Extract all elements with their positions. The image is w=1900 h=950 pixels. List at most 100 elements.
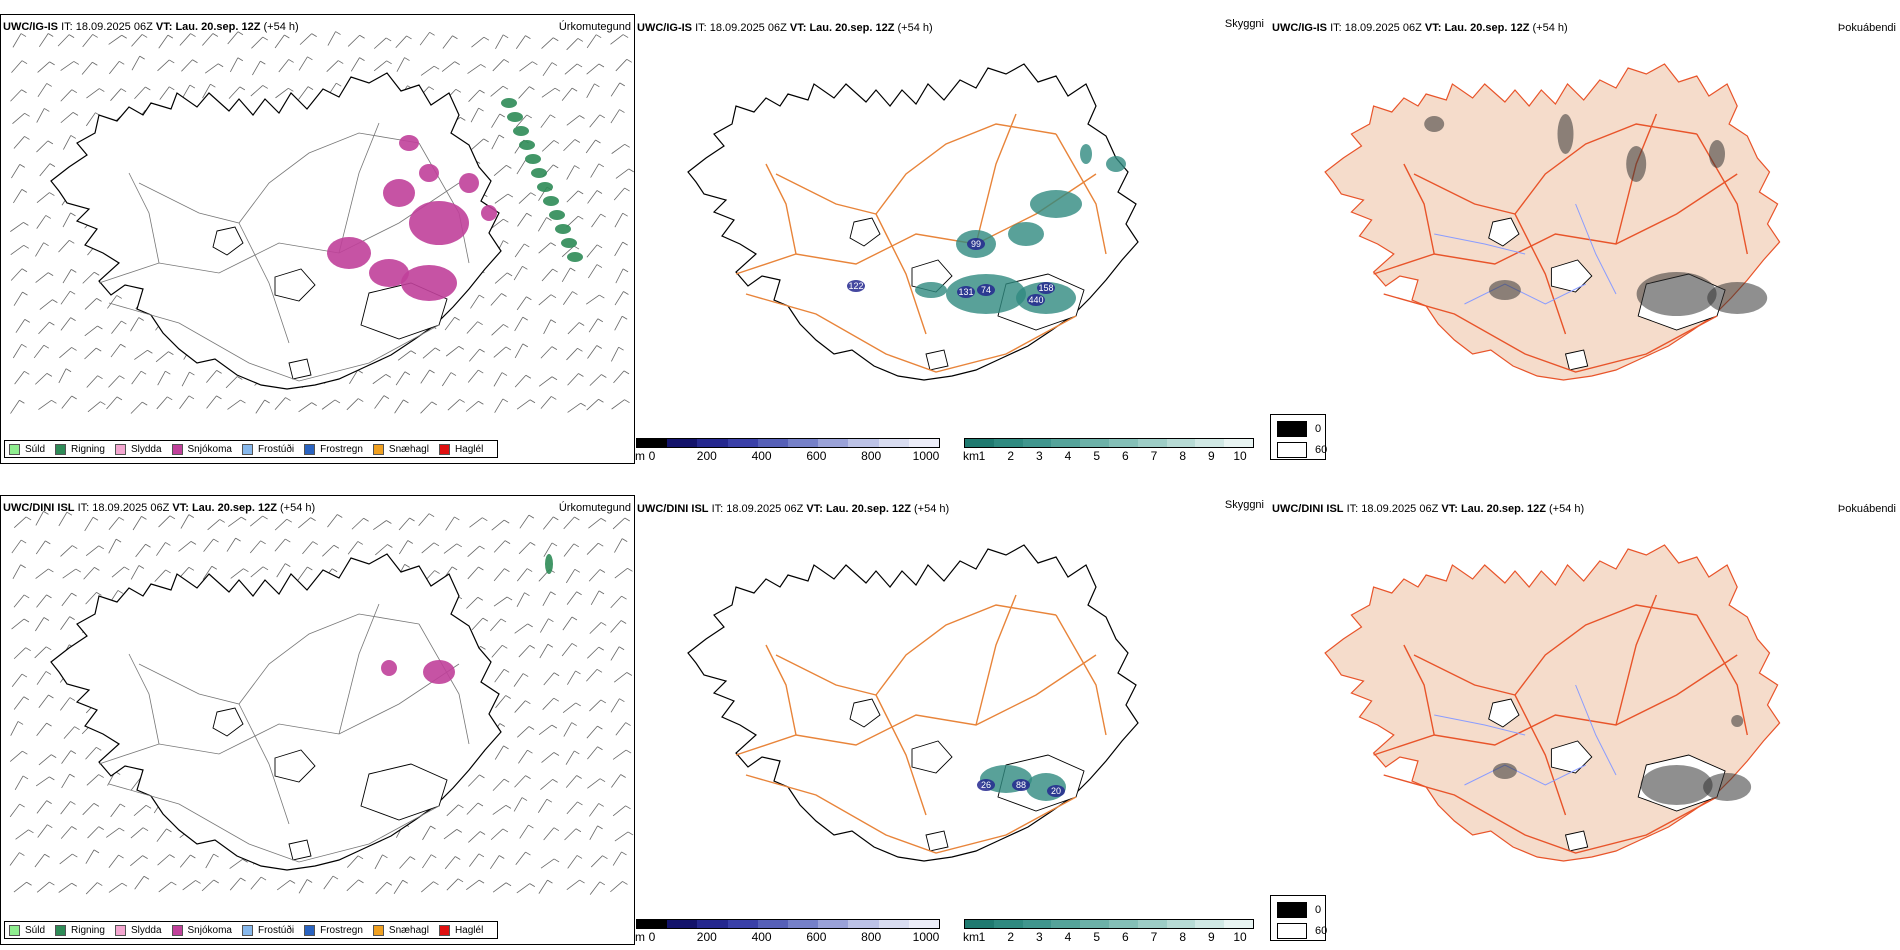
- road-line: [875, 694, 927, 816]
- wind-barb: [59, 347, 72, 359]
- shade-legend-item: 0: [1277, 902, 1321, 918]
- wind-barb: [495, 695, 507, 709]
- glacier-outline: [274, 268, 316, 302]
- wind-barb-flag: [262, 515, 268, 520]
- precip-map-bottom: [9, 511, 634, 895]
- wind-barb-flag: [598, 163, 605, 168]
- wind-barb: [14, 775, 24, 791]
- glacier-outline: [1488, 698, 1520, 728]
- wind-barb-flag: [459, 399, 465, 403]
- road-line: [745, 293, 1077, 373]
- glacier-outline: [1488, 217, 1520, 247]
- snow-area: [481, 205, 497, 221]
- wind-barb: [612, 805, 626, 817]
- wind-barb-flag: [626, 672, 633, 676]
- height-marker: [977, 779, 995, 791]
- wind-barb: [587, 345, 598, 359]
- wind-barb-flag: [553, 140, 560, 144]
- wind-barb-flag: [46, 373, 53, 377]
- colorbar-tick: 5: [1093, 930, 1100, 944]
- wind-barb-flag: [237, 376, 243, 380]
- wind-barb: [206, 395, 217, 409]
- legend-swatch: [241, 924, 253, 936]
- wind-barb-flag: [553, 516, 559, 521]
- wind-barb-flag: [571, 643, 578, 647]
- wind-barb-flag: [597, 746, 603, 751]
- river-line: [1575, 684, 1617, 776]
- wind-barb-flag: [337, 514, 343, 518]
- wind-barb: [441, 372, 452, 387]
- fog-index-area: [1488, 280, 1521, 300]
- wind-barb: [38, 754, 52, 766]
- wind-barb-flag: [28, 829, 34, 834]
- colorbar-segment: [757, 439, 789, 447]
- legend-item: Snjókoma: [171, 443, 232, 455]
- wind-barb-flag: [23, 222, 29, 226]
- wind-barb-flag: [285, 538, 291, 543]
- wind-barb-flag: [47, 272, 54, 276]
- low-visibility-area: [915, 282, 947, 298]
- colorbar-tick: 200: [696, 930, 717, 944]
- wind-barb-flag: [553, 697, 559, 702]
- wind-barb-flag: [97, 882, 103, 886]
- legend-label: Rigning: [71, 924, 105, 936]
- colorbar-segment: [1051, 439, 1081, 447]
- wind-barb: [106, 827, 120, 838]
- wind-barb: [590, 590, 600, 606]
- wind-barb-flag: [505, 882, 512, 887]
- wind-barb-flag: [284, 34, 290, 39]
- colorbar-tick: 1000: [912, 449, 940, 463]
- wind-barb-flag: [403, 399, 409, 404]
- legend-item: Frostúði: [241, 924, 294, 936]
- wind-barb-flag: [142, 855, 148, 859]
- wind-barb-flag: [478, 566, 484, 571]
- wind-barb-flag: [599, 778, 606, 783]
- wind-barb: [586, 244, 598, 258]
- wind-barb: [58, 240, 70, 253]
- height-label: 74: [981, 285, 991, 295]
- wind-barb-flag: [71, 269, 77, 273]
- wind-barb: [514, 700, 526, 713]
- wind-barb-flag: [479, 294, 485, 299]
- wind-barb-flag: [521, 797, 528, 801]
- wind-barb-flag: [576, 591, 582, 596]
- wind-barb-flag: [505, 695, 511, 699]
- wind-barb: [36, 108, 45, 123]
- wind-barb: [610, 595, 622, 609]
- river-line: [1434, 714, 1526, 736]
- height-marker: [847, 280, 865, 292]
- wind-barb: [561, 267, 571, 283]
- wind-barb: [519, 824, 529, 839]
- wind-barb: [466, 596, 479, 609]
- wind-barb: [615, 268, 624, 284]
- wind-barb: [13, 881, 27, 893]
- wind-barb-flag: [552, 268, 558, 273]
- wind-barb: [12, 112, 25, 125]
- wind-barb: [60, 801, 71, 815]
- wind-barb: [14, 371, 25, 385]
- wind-barb-flag: [597, 725, 603, 730]
- wind-barb: [347, 541, 359, 555]
- wind-barb: [130, 855, 143, 867]
- wind-barb-flag: [622, 241, 628, 246]
- river-line: [1575, 203, 1617, 295]
- wind-barb-flag: [429, 31, 435, 36]
- height-colorbar: m 0 200 400 600 800 1000: [635, 919, 940, 944]
- wind-barb-flag: [118, 854, 124, 859]
- wind-barb-flag: [574, 165, 580, 169]
- wind-barb-flag: [213, 538, 219, 543]
- wind-barb: [229, 858, 243, 869]
- shade-label: 60: [1315, 444, 1328, 456]
- wind-barb: [38, 694, 49, 709]
- wind-barb-flag: [622, 881, 628, 885]
- wind-barb-flag: [458, 346, 465, 350]
- legend-item: Súld: [9, 443, 45, 455]
- river-line: [1434, 233, 1526, 255]
- wind-barb-flag: [43, 511, 49, 515]
- wind-barb-flag: [576, 775, 582, 779]
- wind-barb-flag: [43, 617, 50, 621]
- wind-barb-flag: [600, 622, 607, 626]
- wind-barb-flag: [237, 31, 244, 36]
- wind-barb-flag: [260, 60, 266, 65]
- colorbar-tick: 7: [1150, 930, 1158, 944]
